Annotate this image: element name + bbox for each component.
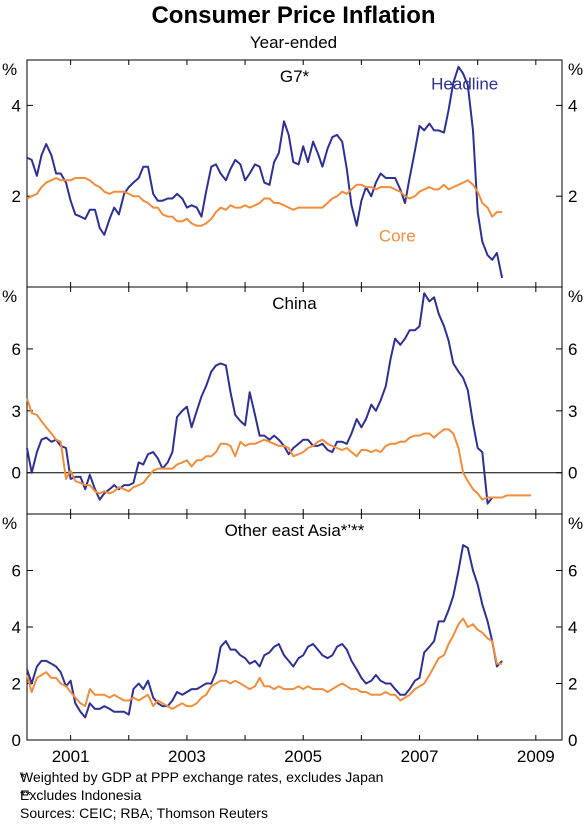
x-tick-label: 2003 (168, 747, 206, 766)
panel2-frame (26, 286, 563, 515)
panel2-series-core (26, 398, 532, 501)
panel3-ytick-label-left: 2 (12, 675, 21, 694)
panel3-ytick-label-right: 2 (568, 675, 577, 694)
panel2-ytick-label-left: 3 (12, 402, 21, 421)
panel2-ytick-label-right: 6 (568, 340, 577, 359)
footnote-indonesia: ** Excludes Indonesia (20, 787, 141, 803)
x-tick-label: 2009 (517, 747, 555, 766)
footnote-text: Weighted by GDP at PPP exchange rates, e… (20, 769, 384, 785)
panel3-ytick-label-right: 0 (568, 731, 577, 750)
panel3-series-core (26, 617, 503, 710)
panel2-series-headline (26, 292, 494, 505)
panel3-ytick-label-left: 4 (12, 618, 21, 637)
panel1-title: G7* (280, 67, 310, 86)
footnote-mark: * (20, 769, 26, 785)
panel2-ytick-label-right: 3 (568, 402, 577, 421)
panel3-title: Other east Asia*’** (225, 521, 365, 540)
x-tick-label: 2001 (52, 747, 90, 766)
panel3-ytick-label-left: 6 (12, 562, 21, 581)
chart-title: Consumer Price Inflation (151, 2, 436, 29)
panel3-series-headline (26, 544, 503, 719)
panel1-unit-left: % (2, 60, 17, 79)
panel3-ytick-label-left: 0 (12, 731, 21, 750)
panel1-ytick-label-right: 4 (568, 96, 577, 115)
x-tick-label: 2007 (401, 747, 439, 766)
panel1-label-headline: Headline (431, 75, 498, 94)
panel1-ytick-label-left: 4 (12, 96, 21, 115)
panel2-ytick-label-left: 0 (12, 464, 21, 483)
x-tick-label: 2005 (284, 747, 322, 766)
chart-subtitle: Year-ended (249, 33, 338, 52)
panel2-unit-left: % (2, 287, 17, 306)
panel2-ytick-label-left: 6 (12, 340, 21, 359)
panel3-ytick-label-right: 4 (568, 618, 577, 637)
panel1-ytick-label-right: 2 (568, 187, 577, 206)
panel3-unit-left: % (2, 514, 17, 533)
panel1-label-core: Core (379, 227, 416, 246)
panel1-series-core (26, 177, 503, 227)
panel1-ytick-label-left: 2 (12, 187, 21, 206)
sources-note: Sources: CEIC; RBA; Thomson Reuters (20, 805, 268, 821)
panel2-ytick-label-right: 0 (568, 464, 577, 483)
panel2-unit-right: % (568, 287, 583, 306)
panel3-ytick-label-right: 6 (568, 562, 577, 581)
panel1-frame (26, 59, 563, 288)
footnote-ppp: * Weighted by GDP at PPP exchange rates, … (20, 769, 383, 785)
panel3-unit-right: % (568, 514, 583, 533)
panel1-series-headline (26, 65, 504, 279)
panel3-frame (26, 513, 563, 741)
footnote-text: Excludes Indonesia (20, 787, 142, 803)
panel1-unit-right: % (568, 60, 583, 79)
footnote-mark: ** (20, 787, 31, 803)
panel2-title: China (272, 294, 317, 313)
